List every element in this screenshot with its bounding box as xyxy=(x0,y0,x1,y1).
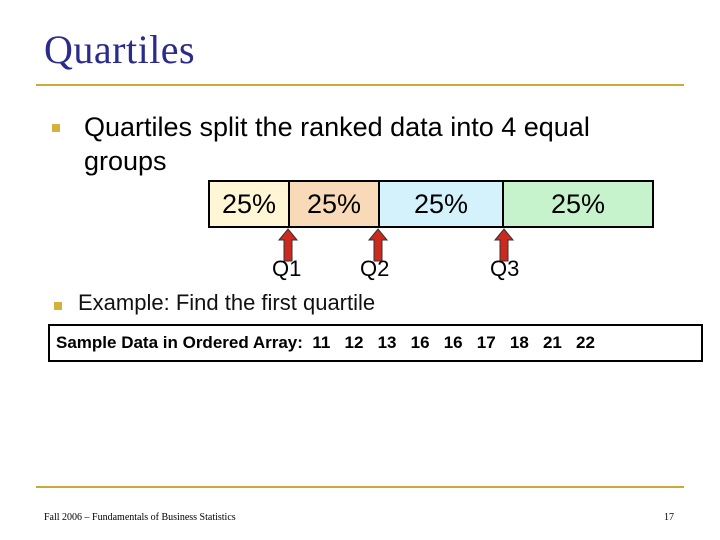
footer-text: Fall 2006 – Fundamentals of Business Sta… xyxy=(44,512,236,523)
q3-label: Q3 xyxy=(490,256,520,281)
q1-arrow-icon xyxy=(278,228,298,262)
title-divider xyxy=(36,84,684,86)
q2-label: Q2 xyxy=(360,256,390,281)
bullet-text-1: Quartiles split the ranked data into 4 e… xyxy=(84,112,590,176)
bullet-square-icon xyxy=(54,302,62,310)
segment-1: 25% xyxy=(210,182,290,226)
bullet-square-icon xyxy=(52,124,60,132)
sample-data-box: Sample Data in Ordered Array: 11 12 13 1… xyxy=(48,324,703,362)
segment-4: 25% xyxy=(504,182,652,226)
q3-arrow-icon xyxy=(494,228,514,262)
segment-3: 25% xyxy=(380,182,504,226)
bullet-text-2: Example: Find the first quartile xyxy=(78,290,376,315)
segment-2: 25% xyxy=(290,182,380,226)
q1-label: Q1 xyxy=(272,256,302,281)
slide-title: Quartiles xyxy=(44,27,196,72)
q2-arrow-icon xyxy=(368,228,388,262)
quartile-bar: 25% 25% 25% 25% xyxy=(208,180,654,228)
page-number: 17 xyxy=(664,512,674,523)
footer-divider xyxy=(36,486,684,488)
